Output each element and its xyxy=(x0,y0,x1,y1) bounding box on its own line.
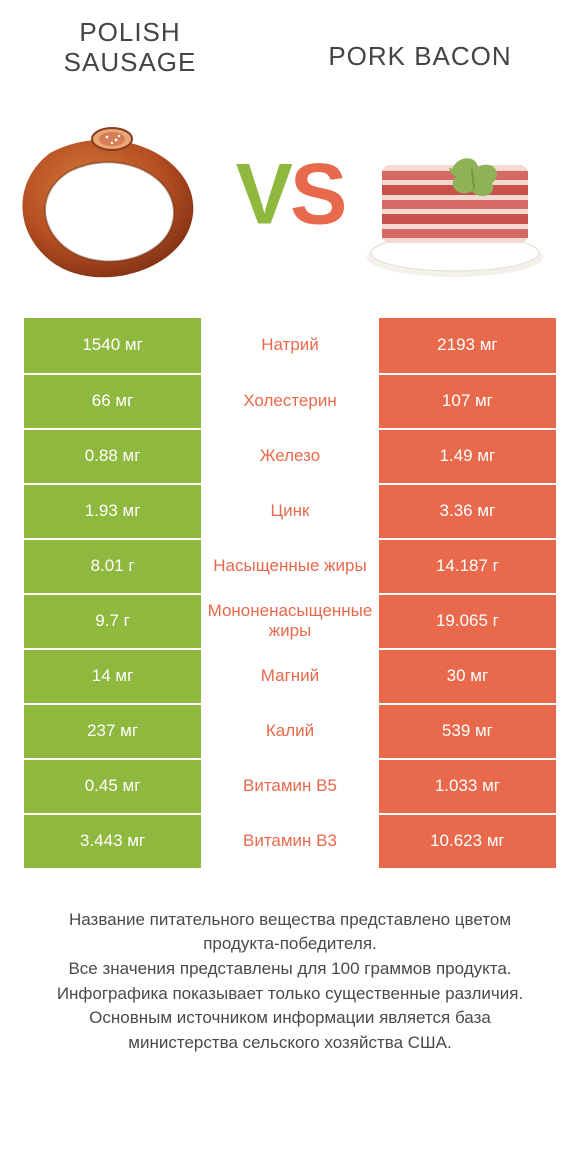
table-row: 66 мгХолестерин107 мг xyxy=(24,373,556,428)
product-title-right: PORK BACON xyxy=(290,18,550,72)
value-right: 19.065 г xyxy=(379,595,556,648)
table-row: 14 мгМагний30 мг xyxy=(24,648,556,703)
value-right: 3.36 мг xyxy=(379,485,556,538)
nutrient-label: Натрий xyxy=(201,318,379,373)
value-right: 2193 мг xyxy=(379,318,556,373)
product-title-left: POLISHSAUSAGE xyxy=(30,18,230,78)
table-row: 1540 мгНатрий2193 мг xyxy=(24,318,556,373)
value-left: 14 мг xyxy=(24,650,201,703)
value-right: 30 мг xyxy=(379,650,556,703)
nutrient-label: Калий xyxy=(201,705,379,758)
value-right: 14.187 г xyxy=(379,540,556,593)
vs-label: VS xyxy=(236,145,345,244)
nutrient-label: Витамин B3 xyxy=(201,815,379,868)
value-left: 9.7 г xyxy=(24,595,201,648)
nutrient-label: Витамин B5 xyxy=(201,760,379,813)
sausage-illustration xyxy=(12,125,212,290)
nutrient-label: Магний xyxy=(201,650,379,703)
value-right: 10.623 мг xyxy=(379,815,556,868)
nutrient-label: Насыщенные жиры xyxy=(201,540,379,593)
value-right: 539 мг xyxy=(379,705,556,758)
header: POLISHSAUSAGE PORK BACON xyxy=(0,0,580,78)
nutrient-label: Железо xyxy=(201,430,379,483)
value-left: 8.01 г xyxy=(24,540,201,593)
value-left: 3.443 мг xyxy=(24,815,201,868)
table-row: 1.93 мгЦинк3.36 мг xyxy=(24,483,556,538)
vs-s: S xyxy=(290,146,344,242)
value-left: 66 мг xyxy=(24,375,201,428)
nutrient-label: Цинк xyxy=(201,485,379,538)
table-row: 0.45 мгВитамин B51.033 мг xyxy=(24,758,556,813)
value-left: 0.88 мг xyxy=(24,430,201,483)
table-row: 9.7 гМононенасыщенные жиры19.065 г xyxy=(24,593,556,648)
value-left: 0.45 мг xyxy=(24,760,201,813)
table-row: 0.88 мгЖелезо1.49 мг xyxy=(24,428,556,483)
value-left: 1540 мг xyxy=(24,318,201,373)
value-left: 1.93 мг xyxy=(24,485,201,538)
vs-v: V xyxy=(236,146,290,242)
value-right: 1.033 мг xyxy=(379,760,556,813)
hero-row: VS xyxy=(0,88,580,318)
value-right: 1.49 мг xyxy=(379,430,556,483)
table-row: 8.01 гНасыщенные жиры14.187 г xyxy=(24,538,556,593)
table-row: 237 мгКалий539 мг xyxy=(24,703,556,758)
nutrient-label: Холестерин xyxy=(201,375,379,428)
table-row: 3.443 мгВитамин B310.623 мг xyxy=(24,813,556,868)
footnote-text: Название питательного вещества представл… xyxy=(34,908,546,1056)
value-left: 237 мг xyxy=(24,705,201,758)
bacon-illustration xyxy=(360,135,550,290)
value-right: 107 мг xyxy=(379,375,556,428)
comparison-table: 1540 мгНатрий2193 мг66 мгХолестерин107 м… xyxy=(24,318,556,868)
nutrient-label: Мононенасыщенные жиры xyxy=(201,595,379,648)
